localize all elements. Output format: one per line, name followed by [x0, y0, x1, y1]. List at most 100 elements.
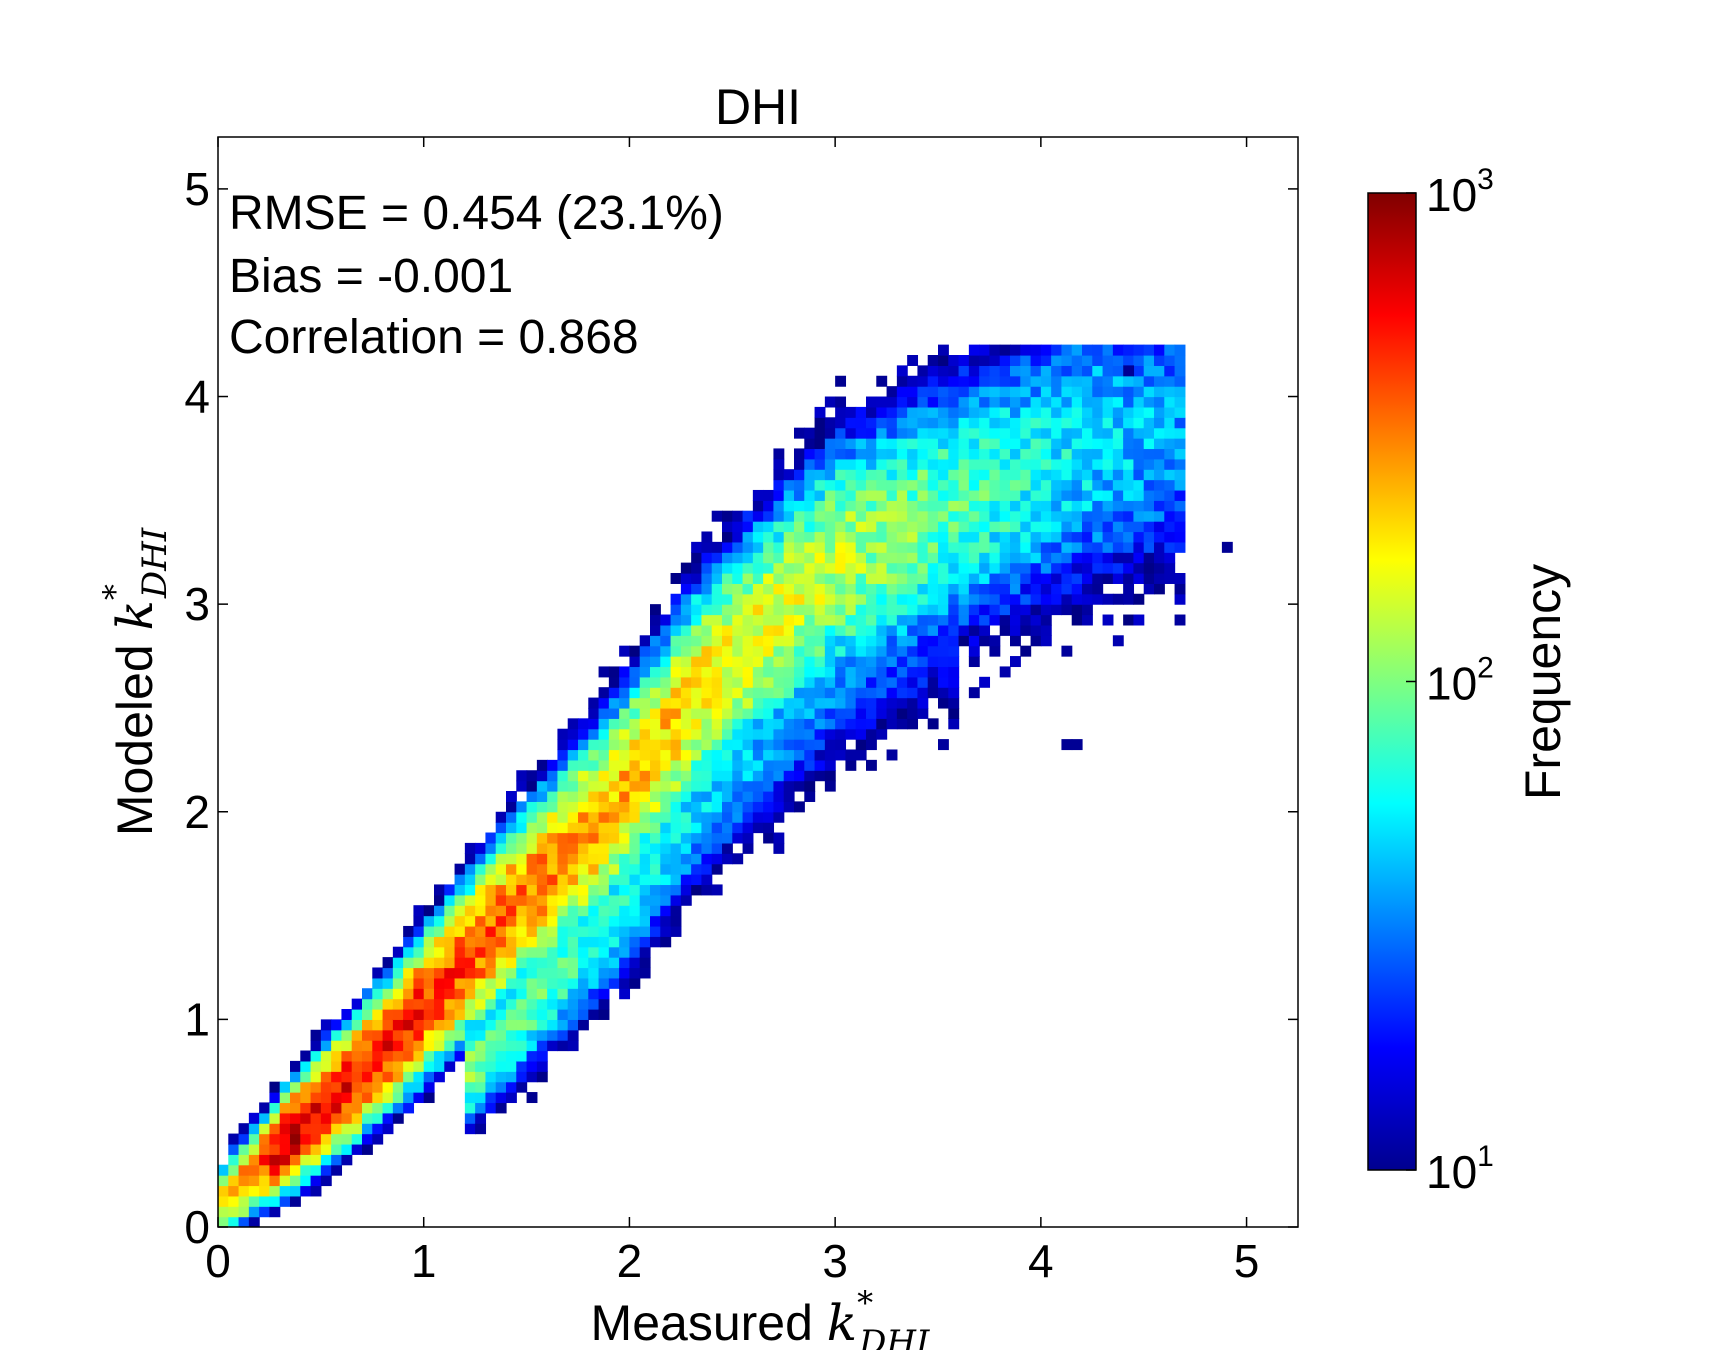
- heatmap-cell: [855, 718, 867, 730]
- heatmap-cell: [1082, 458, 1093, 470]
- heatmap-cell: [794, 521, 805, 533]
- heatmap-cell: [372, 988, 384, 1000]
- heatmap-cell: [691, 645, 703, 657]
- heatmap-cell: [536, 988, 548, 1000]
- heatmap-cell: [279, 1154, 291, 1166]
- heatmap-cell: [567, 946, 579, 958]
- heatmap-cell: [691, 635, 703, 647]
- heatmap-cell: [948, 635, 960, 647]
- heatmap-cell: [752, 718, 764, 730]
- heatmap-cell: [968, 386, 980, 398]
- heatmap-cell: [732, 593, 744, 605]
- heatmap-cell: [691, 541, 703, 553]
- heatmap-cell: [948, 676, 960, 688]
- heatmap-cell: [423, 977, 435, 989]
- heatmap-cell: [855, 749, 867, 761]
- heatmap-cell: [650, 842, 661, 854]
- heatmap-cell: [917, 427, 929, 439]
- heatmap-cell: [516, 801, 528, 813]
- heatmap-cell: [660, 697, 672, 709]
- heatmap-cell: [824, 552, 836, 564]
- heatmap-cell: [701, 583, 713, 595]
- heatmap-cell: [742, 666, 754, 678]
- heatmap-cell: [1030, 624, 1042, 636]
- heatmap-cell: [619, 863, 631, 875]
- heatmap-cell: [958, 562, 970, 574]
- heatmap-cell: [608, 666, 620, 678]
- heatmap-cell: [752, 749, 764, 761]
- heatmap-cell: [927, 604, 939, 616]
- heatmap-cell: [896, 552, 908, 564]
- y-tick-label: 3: [184, 578, 210, 630]
- heatmap-cell: [886, 614, 898, 626]
- heatmap-cell: [938, 510, 949, 522]
- heatmap-cell: [680, 770, 692, 782]
- heatmap-cell: [763, 593, 775, 605]
- heatmap-cell: [979, 521, 991, 533]
- heatmap-cell: [1082, 541, 1093, 553]
- heatmap-cell: [351, 1029, 363, 1041]
- heatmap-cell: [732, 656, 744, 668]
- heatmap-cell: [506, 1040, 517, 1052]
- heatmap-cell: [608, 739, 620, 751]
- heatmap-cell: [238, 1185, 250, 1197]
- heatmap-cell: [279, 1175, 291, 1187]
- heatmap-cell: [382, 998, 394, 1010]
- heatmap-cell: [742, 593, 754, 605]
- heatmap-cell: [1143, 355, 1155, 366]
- heatmap-cell: [660, 853, 672, 865]
- heatmap-cell: [619, 801, 631, 813]
- heatmap-cell: [341, 1092, 353, 1104]
- heatmap-cell: [588, 759, 600, 771]
- heatmap-cell: [691, 874, 703, 886]
- heatmap-cell: [485, 1081, 497, 1093]
- heatmap-cell: [608, 687, 620, 699]
- heatmap-cell: [464, 936, 476, 948]
- heatmap-cell: [876, 510, 888, 522]
- heatmap-cell: [588, 697, 600, 709]
- heatmap-cell: [660, 811, 672, 823]
- heatmap-cell: [300, 1081, 312, 1093]
- heatmap-cell: [866, 562, 877, 574]
- heatmap-cell: [526, 780, 538, 792]
- heatmap-cell: [310, 1081, 322, 1093]
- heatmap-cell: [310, 1143, 322, 1155]
- heatmap-cell: [1082, 604, 1093, 616]
- heatmap-cell: [763, 624, 775, 636]
- heatmap-cell: [526, 1050, 538, 1062]
- heatmap-cell: [1030, 355, 1042, 366]
- heatmap-cell: [989, 427, 1001, 439]
- heatmap-cell: [1061, 355, 1073, 366]
- heatmap-cell: [608, 749, 620, 761]
- heatmap-cell: [845, 541, 857, 553]
- heatmap-cell: [300, 1164, 312, 1176]
- heatmap-cell: [711, 687, 723, 699]
- heatmap-cell: [1112, 355, 1124, 366]
- heatmap-cell: [464, 842, 476, 854]
- heatmap-cell: [495, 905, 507, 917]
- heatmap-cell: [763, 749, 775, 761]
- heatmap-cell: [979, 573, 991, 584]
- heatmap-cell: [1123, 375, 1135, 387]
- heatmap-cell: [485, 1050, 497, 1062]
- heatmap-cell: [1051, 427, 1063, 439]
- heatmap-cell: [824, 624, 836, 636]
- heatmap-cell: [989, 438, 1001, 450]
- heatmap-cell: [629, 791, 641, 802]
- heatmap-cell: [557, 977, 569, 989]
- heatmap-cell: [1061, 458, 1073, 470]
- heatmap-cell: [1154, 365, 1165, 377]
- heatmap-cell: [680, 801, 692, 813]
- heatmap-cell: [248, 1154, 260, 1166]
- heatmap-cell: [989, 406, 1001, 418]
- heatmap-cell: [1030, 479, 1042, 491]
- heatmap-cell: [269, 1092, 281, 1104]
- heatmap-cell: [279, 1092, 291, 1104]
- heatmap-cell: [392, 998, 404, 1010]
- heatmap-cell: [866, 396, 877, 408]
- heatmap-cell: [999, 438, 1011, 450]
- heatmap-cell: [423, 1029, 435, 1041]
- heatmap-cell: [938, 562, 949, 574]
- heatmap-cell: [1102, 365, 1114, 377]
- heatmap-cell: [1051, 562, 1063, 574]
